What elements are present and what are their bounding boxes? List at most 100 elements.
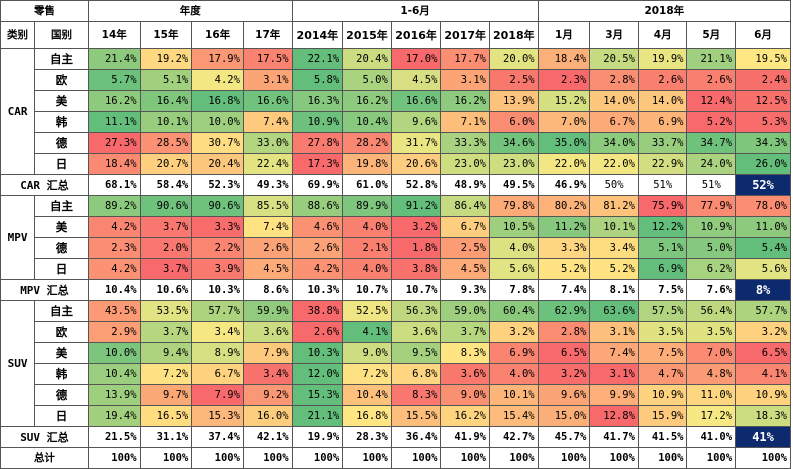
value-cell: 4.5%	[242, 258, 293, 280]
total-value: 100%	[735, 447, 791, 469]
subtotal-value: 49.5%	[489, 174, 539, 196]
total-value: 100%	[489, 447, 539, 469]
value-cell: 10.9%	[686, 216, 737, 238]
country-label: 自主	[34, 195, 89, 217]
value-cell: 90.6%	[139, 195, 193, 217]
value-cell: 59.9%	[242, 300, 293, 322]
value-cell: 4.2%	[191, 69, 244, 91]
subtotal-value: 45.7%	[537, 426, 591, 448]
value-cell: 5.1%	[139, 69, 193, 91]
value-cell: 7.9%	[191, 384, 244, 406]
value-cell: 22.9%	[637, 153, 688, 175]
value-cell: 33.7%	[637, 132, 688, 154]
value-cell: 17.7%	[440, 48, 490, 70]
value-cell: 22.4%	[242, 153, 293, 175]
value-cell: 17.0%	[390, 48, 442, 70]
value-cell: 2.6%	[291, 237, 344, 259]
value-cell: 7.2%	[342, 363, 392, 385]
subtotal-value: 36.4%	[390, 426, 442, 448]
value-cell: 2.8%	[537, 321, 591, 343]
value-cell: 3.1%	[589, 363, 639, 385]
value-cell: 12.0%	[291, 363, 344, 385]
value-cell: 17.2%	[686, 405, 737, 427]
value-cell: 6.9%	[637, 258, 688, 280]
value-cell: 23.0%	[489, 153, 539, 175]
value-cell: 33.3%	[440, 132, 490, 154]
value-cell: 89.9%	[342, 195, 392, 217]
value-cell: 3.7%	[139, 321, 193, 343]
country-label: 欧	[34, 321, 89, 343]
value-cell: 11.0%	[735, 216, 791, 238]
value-cell: 12.2%	[637, 216, 688, 238]
value-cell: 5.0%	[342, 69, 392, 91]
value-cell: 16.2%	[87, 90, 141, 112]
country-label: 日	[34, 405, 89, 427]
value-cell: 60.4%	[489, 300, 539, 322]
subtotal-value: 52.3%	[191, 174, 244, 196]
value-cell: 90.6%	[191, 195, 244, 217]
subtotal-value: 8%	[735, 279, 791, 301]
value-cell: 11.2%	[537, 216, 591, 238]
value-cell: 16.6%	[390, 90, 442, 112]
value-cell: 7.5%	[637, 342, 688, 364]
column-header: 2016年	[390, 21, 442, 49]
subtotal-value: 10.6%	[139, 279, 193, 301]
value-cell: 5.1%	[637, 237, 688, 259]
value-cell: 7.9%	[242, 342, 293, 364]
value-cell: 10.4%	[87, 363, 141, 385]
value-cell: 6.7%	[191, 363, 244, 385]
value-cell: 3.2%	[489, 321, 539, 343]
subtotal-value: 8.6%	[242, 279, 293, 301]
country-label: 韩	[34, 111, 89, 133]
subtotal-row: SUV 汇总 21.5% 31.1% 37.4% 42.1% 19.9% 28.3% 36.4…	[0, 426, 791, 448]
column-header: 4月	[637, 21, 688, 49]
total-value: 100%	[242, 447, 293, 469]
subtotal-value: 41.0%	[686, 426, 737, 448]
value-cell: 8.9%	[191, 342, 244, 364]
value-cell: 16.0%	[242, 405, 293, 427]
value-cell: 5.0%	[686, 237, 737, 259]
value-cell: 16.4%	[139, 90, 193, 112]
value-cell: 10.9%	[291, 111, 344, 133]
value-cell: 5.2%	[686, 111, 737, 133]
country-label: 自主	[34, 48, 89, 70]
subtotal-value: 10.7%	[390, 279, 442, 301]
value-cell: 5.4%	[735, 237, 791, 259]
subtotal-value: 50%	[589, 174, 639, 196]
value-cell: 9.6%	[390, 111, 442, 133]
subtotal-value: 10.3%	[191, 279, 244, 301]
value-cell: 18.4%	[87, 153, 141, 175]
country-label: 德	[34, 237, 89, 259]
total-value: 100%	[87, 447, 141, 469]
value-cell: 15.4%	[489, 405, 539, 427]
data-row: 欧 2.9% 3.7% 3.4% 3.6% 2.6% 4.1% 3.6% 3.7% 3.2% 2.8…	[1, 321, 791, 343]
data-row: 德 13.9% 9.7% 7.9% 9.2% 15.3% 10.4% 8.3% 9.0% 10.1…	[1, 384, 791, 406]
data-row: SUV 自主 43.5% 53.5% 57.7% 59.9% 38.8% 52.5% 56.3%…	[0, 300, 791, 427]
subtotal-value: 41.5%	[637, 426, 688, 448]
value-cell: 19.5%	[735, 48, 791, 70]
value-cell: 7.2%	[139, 363, 193, 385]
value-cell: 57.5%	[637, 300, 688, 322]
value-cell: 6.0%	[489, 111, 539, 133]
subtotal-value: 9.3%	[440, 279, 490, 301]
value-cell: 9.0%	[440, 384, 490, 406]
column-header: 类别	[0, 21, 36, 49]
value-cell: 62.9%	[537, 300, 591, 322]
value-cell: 88.6%	[291, 195, 344, 217]
total-value: 100%	[440, 447, 490, 469]
country-label: 德	[34, 132, 89, 154]
subtotal-value: 48.9%	[440, 174, 490, 196]
data-row: 日 19.4% 16.5% 15.3% 16.0% 21.1% 16.8% 15.5% 16.2…	[1, 405, 791, 427]
value-cell: 14.0%	[589, 90, 639, 112]
value-cell: 21.1%	[686, 48, 737, 70]
total-value: 100%	[390, 447, 442, 469]
subtotal-value: 10.7%	[342, 279, 392, 301]
value-cell: 8.3%	[440, 342, 490, 364]
value-cell: 2.1%	[342, 237, 392, 259]
value-cell: 3.8%	[390, 258, 442, 280]
value-cell: 10.9%	[637, 384, 688, 406]
value-cell: 7.1%	[440, 111, 490, 133]
value-cell: 20.5%	[589, 48, 639, 70]
value-cell: 16.2%	[342, 90, 392, 112]
